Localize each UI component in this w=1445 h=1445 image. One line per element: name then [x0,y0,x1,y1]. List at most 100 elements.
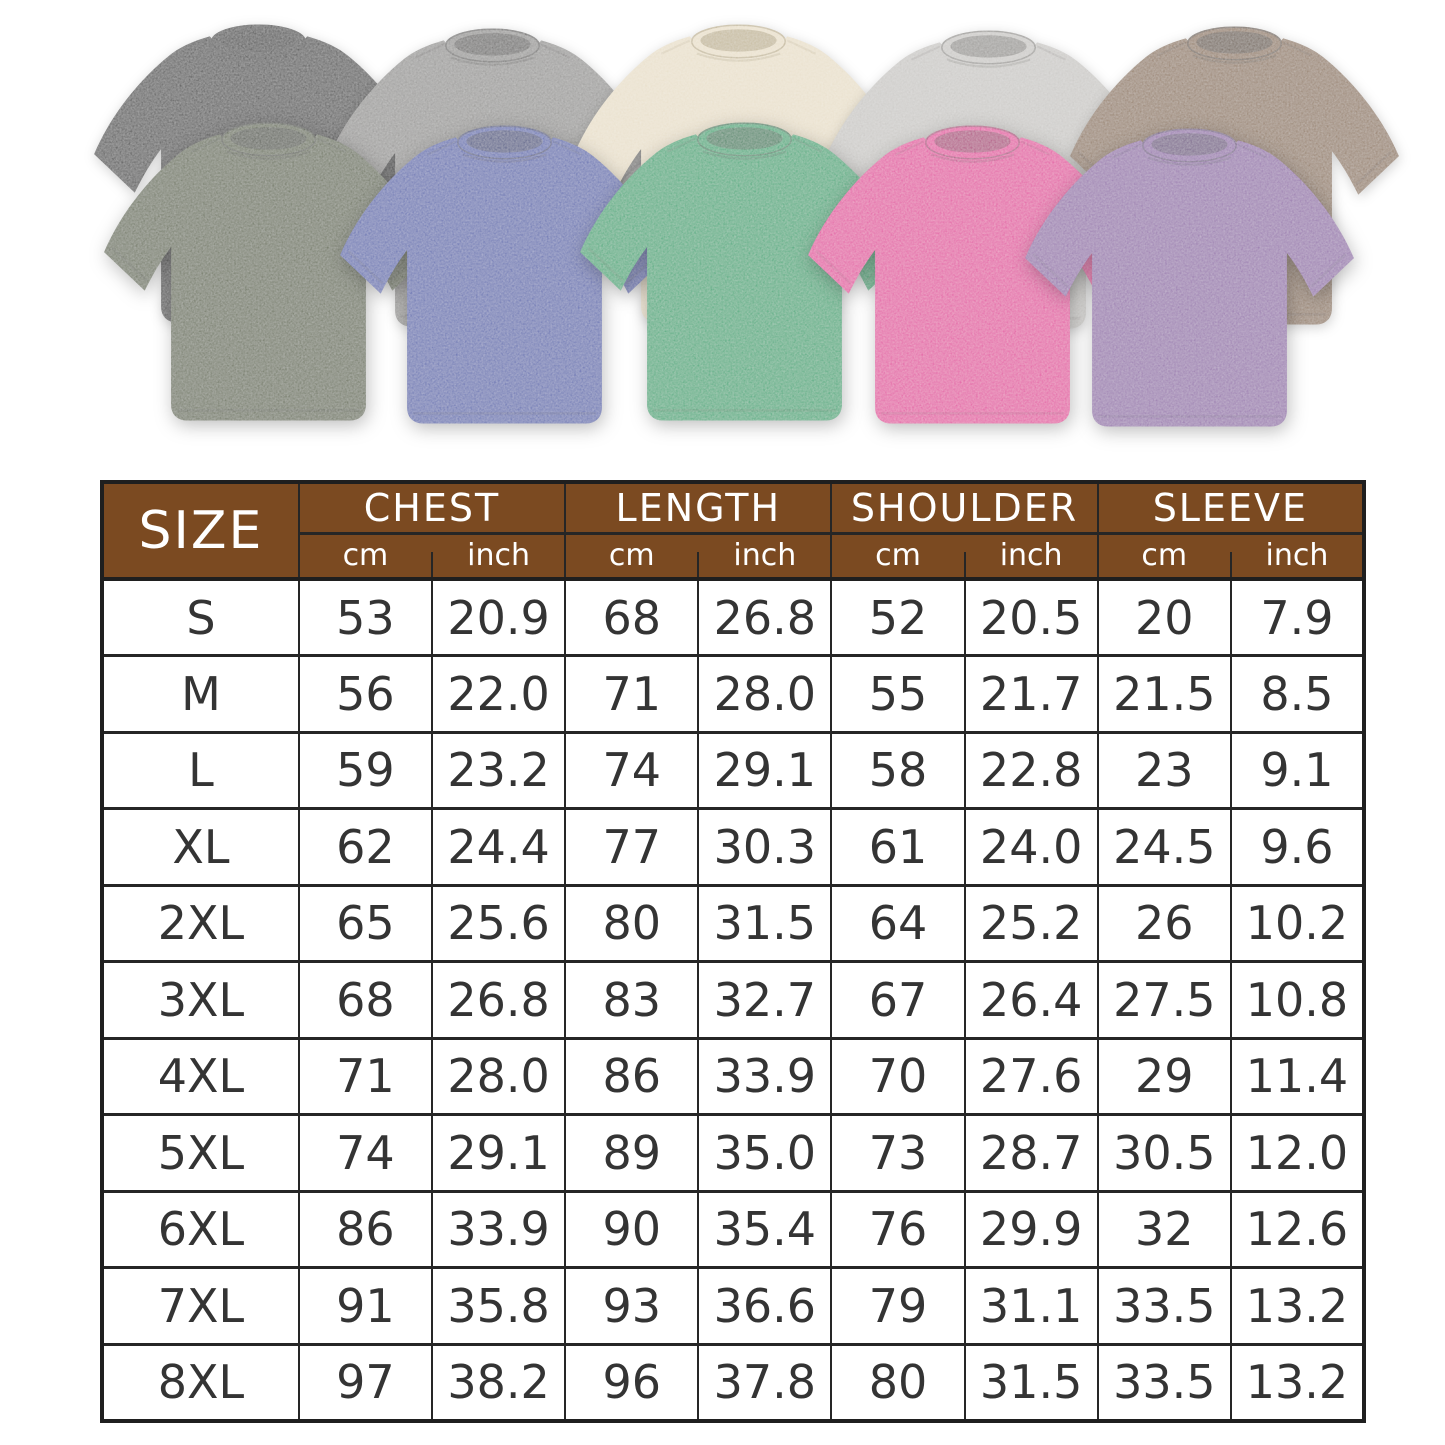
measurement-cell: 97 [297,1344,434,1421]
measurement-cell: 28.0 [430,1038,567,1115]
chest-column-header: CHEST [297,482,567,533]
measurement-cell: 62 [297,808,434,885]
size-label: 6XL [101,1191,300,1268]
measurement-cell: 68 [564,579,700,656]
size-label: 2XL [101,885,300,962]
size-label: 3XL [101,961,300,1038]
header-unit-row: cm inch cm inch cm inch cm inch [102,533,1366,579]
measurement-cell: 27.5 [1096,961,1232,1038]
size-row-2XL: 2XL 65 25.6 80 31.5 64 25.2 26 10.2 [101,885,1366,962]
measurement-cell: 28.7 [963,1114,1099,1191]
measurement-cell: 22.8 [963,732,1099,809]
header-group-row: SIZE CHEST LENGTH SHOULDER SLEEVE [101,482,1366,579]
measurement-cell: 26.4 [963,961,1099,1038]
measurement-cell: 70 [830,1038,966,1115]
measurement-cell: 89 [564,1114,700,1191]
measurement-cell: 86 [564,1038,700,1115]
measurement-cell: 83 [564,961,700,1038]
measurement-cell: 33.9 [697,1038,833,1115]
measurement-cell: 31.5 [963,1344,1099,1421]
measurement-cell: 32 [1096,1191,1232,1268]
unit-header-shoulder-inch: inch [963,533,1099,579]
measurement-cell: 21.7 [963,655,1099,732]
measurement-cell: 28.0 [697,655,833,732]
measurement-cell: 9.6 [1229,808,1366,885]
measurement-cell: 71 [297,1038,434,1115]
measurement-cell: 33.5 [1096,1267,1232,1344]
measurement-cell: 90 [564,1191,700,1268]
measurement-cell: 25.2 [963,885,1099,962]
measurement-cell: 93 [564,1267,700,1344]
size-row-6XL: 6XL 86 33.9 90 35.4 76 29.9 32 12.6 [101,1191,1366,1268]
measurement-cell: 9.1 [1229,732,1366,809]
measurement-cell: 52 [830,579,966,656]
measurement-cell: 29.1 [697,732,833,809]
size-row-4XL: 4XL 71 28.0 86 33.9 70 27.6 29 11.4 [101,1038,1366,1115]
measurement-cell: 32.7 [697,961,833,1038]
measurement-cell: 23.2 [430,732,567,809]
unit-header-sleeve-cm: cm [1096,533,1232,579]
length-column-header: LENGTH [564,482,833,533]
measurement-cell: 26 [1096,885,1232,962]
measurement-cell: 22.0 [430,655,567,732]
measurement-cell: 10.2 [1229,885,1366,962]
unit-header-length-inch: inch [697,533,833,579]
measurement-cell: 76 [830,1191,966,1268]
measurement-cell: 86 [297,1191,434,1268]
measurement-cell: 12.0 [1229,1114,1366,1191]
size-row-8XL: 8XL 97 38.2 96 37.8 80 31.5 33.5 13.2 [101,1344,1366,1421]
size-label: 7XL [101,1267,300,1344]
size-label: 8XL [101,1344,300,1421]
measurement-cell: 80 [564,885,700,962]
size-row-7XL: 7XL 91 35.8 93 36.6 79 31.1 33.5 13.2 [101,1267,1366,1344]
measurement-cell: 55 [830,655,966,732]
measurement-cell: 13.2 [1229,1344,1366,1421]
size-label: S [101,579,300,656]
measurement-cell: 26.8 [697,579,833,656]
measurement-cell: 77 [564,808,700,885]
measurement-cell: 29 [1096,1038,1232,1115]
size-row-3XL: 3XL 68 26.8 83 32.7 67 26.4 27.5 10.8 [101,961,1366,1038]
size-label: L [101,732,300,809]
measurement-cell: 36.6 [697,1267,833,1344]
size-chart-table: SIZE CHEST LENGTH SHOULDER SLEEVE cm inch… [100,480,1366,1423]
measurement-cell: 53 [297,579,434,656]
measurement-cell: 37.8 [697,1344,833,1421]
measurement-cell: 96 [564,1344,700,1421]
measurement-cell: 80 [830,1344,966,1421]
tshirt-gallery [94,25,1399,427]
size-row-XL: XL 62 24.4 77 30.3 61 24.0 24.5 9.6 [101,808,1366,885]
size-label: 4XL [101,1038,300,1115]
measurement-cell: 64 [830,885,966,962]
measurement-cell: 20 [1096,579,1232,656]
measurement-cell: 11.4 [1229,1038,1366,1115]
measurement-cell: 74 [297,1114,434,1191]
size-row-M: M 56 22.0 71 28.0 55 21.7 21.5 8.5 [101,655,1366,732]
measurement-cell: 20.9 [430,579,567,656]
measurement-cell: 79 [830,1267,966,1344]
measurement-cell: 29.9 [963,1191,1099,1268]
unit-header-chest-cm: cm [297,533,434,579]
measurement-cell: 13.2 [1229,1267,1366,1344]
measurement-cell: 35.0 [697,1114,833,1191]
measurement-cell: 31.1 [963,1267,1099,1344]
sleeve-column-header: SLEEVE [1096,482,1366,533]
measurement-cell: 29.1 [430,1114,567,1191]
measurement-cell: 61 [830,808,966,885]
measurement-cell: 20.5 [963,579,1099,656]
measurement-cell: 59 [297,732,434,809]
measurement-cell: 23 [1096,732,1232,809]
measurement-cell: 8.5 [1229,655,1366,732]
unit-header-length-cm: cm [564,533,700,579]
measurement-cell: 24.0 [963,808,1099,885]
measurement-cell: 24.5 [1096,808,1232,885]
size-row-5XL: 5XL 74 29.1 89 35.0 73 28.7 30.5 12.0 [101,1114,1366,1191]
measurement-cell: 30.3 [697,808,833,885]
measurement-cell: 35.8 [430,1267,567,1344]
measurement-cell: 10.8 [1229,961,1366,1038]
measurement-cell: 73 [830,1114,966,1191]
measurement-cell: 58 [830,732,966,809]
measurement-cell: 7.9 [1229,579,1366,656]
measurement-cell: 25.6 [430,885,567,962]
